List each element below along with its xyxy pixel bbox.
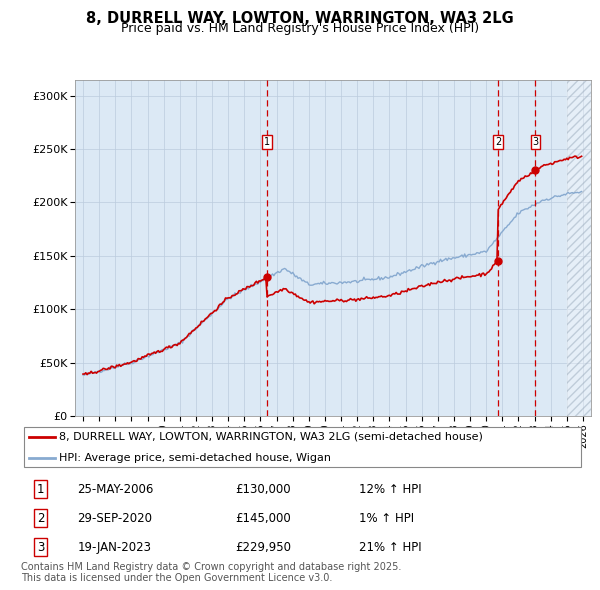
- Text: 29-SEP-2020: 29-SEP-2020: [77, 512, 152, 525]
- Text: £229,950: £229,950: [235, 541, 292, 554]
- Text: 19-JAN-2023: 19-JAN-2023: [77, 541, 151, 554]
- Text: 1: 1: [37, 483, 44, 496]
- Text: 25-MAY-2006: 25-MAY-2006: [77, 483, 154, 496]
- Text: 3: 3: [532, 137, 538, 147]
- Bar: [567, 80, 591, 416]
- Text: Price paid vs. HM Land Registry's House Price Index (HPI): Price paid vs. HM Land Registry's House …: [121, 22, 479, 35]
- Point: [493, 257, 503, 266]
- Text: 8, DURRELL WAY, LOWTON, WARRINGTON, WA3 2LG: 8, DURRELL WAY, LOWTON, WARRINGTON, WA3 …: [86, 11, 514, 25]
- Point: [530, 166, 540, 175]
- Text: 1% ↑ HPI: 1% ↑ HPI: [359, 512, 415, 525]
- Text: HPI: Average price, semi-detached house, Wigan: HPI: Average price, semi-detached house,…: [59, 453, 331, 463]
- Text: £130,000: £130,000: [235, 483, 291, 496]
- Text: 12% ↑ HPI: 12% ↑ HPI: [359, 483, 422, 496]
- Text: 2: 2: [495, 137, 502, 147]
- Text: Contains HM Land Registry data © Crown copyright and database right 2025.
This d: Contains HM Land Registry data © Crown c…: [21, 562, 401, 584]
- FancyBboxPatch shape: [24, 427, 581, 467]
- Text: 8, DURRELL WAY, LOWTON, WARRINGTON, WA3 2LG (semi-detached house): 8, DURRELL WAY, LOWTON, WARRINGTON, WA3 …: [59, 432, 483, 442]
- Text: 1: 1: [264, 137, 270, 147]
- Text: £145,000: £145,000: [235, 512, 291, 525]
- Text: 2: 2: [37, 512, 44, 525]
- Point: [262, 273, 272, 282]
- Text: 21% ↑ HPI: 21% ↑ HPI: [359, 541, 422, 554]
- Text: 3: 3: [37, 541, 44, 554]
- Bar: [567, 80, 591, 416]
